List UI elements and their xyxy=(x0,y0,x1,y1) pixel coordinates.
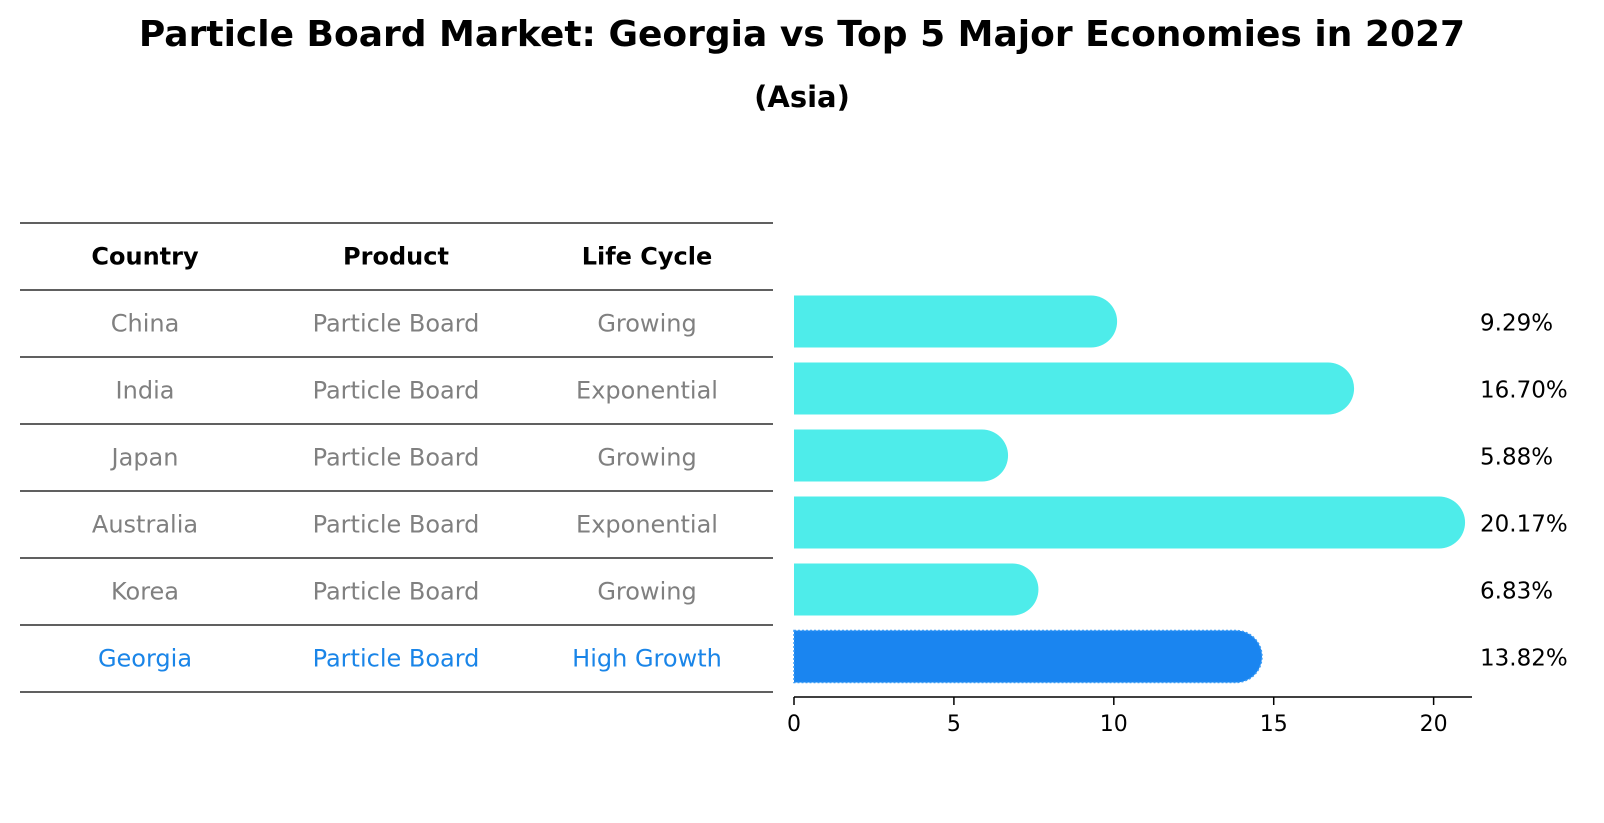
table-cell: Australia xyxy=(92,511,198,539)
x-axis: 0 5 10 15 20 xyxy=(787,696,1472,737)
table-cell: Japan xyxy=(110,444,179,472)
table-header-cell: Product xyxy=(343,243,449,271)
bar-india xyxy=(794,362,1355,415)
value-labels: 9.29% 16.70% 5.88% 20.17% 6.83% 13.82% xyxy=(1480,311,1568,672)
bar-highlight-outline xyxy=(793,629,1263,684)
bar-japan xyxy=(794,429,1009,482)
table-cell: India xyxy=(116,377,175,405)
value-label: 9.29% xyxy=(1480,311,1553,337)
bar-georgia xyxy=(794,630,1262,683)
value-label: 13.82% xyxy=(1480,646,1568,672)
value-label: 6.83% xyxy=(1480,579,1553,605)
table-cell: Particle Board xyxy=(313,310,480,338)
bar-china xyxy=(794,295,1118,348)
table-cell: Particle Board xyxy=(313,444,480,472)
value-label: 20.17% xyxy=(1480,512,1568,538)
x-tick-label: 15 xyxy=(1260,712,1288,737)
bar-korea xyxy=(794,563,1039,616)
table-cell: Exponential xyxy=(576,511,718,539)
data-table: Country Product Life Cycle China Particle Bo… xyxy=(20,222,773,693)
x-tick-label: 20 xyxy=(1420,712,1448,737)
chart-subtitle: (Asia) xyxy=(754,80,850,114)
table-cell: Exponential xyxy=(576,377,718,405)
table-cell: High Growth xyxy=(572,645,722,673)
table-cell: China xyxy=(111,310,180,338)
table-header-cell: Country xyxy=(91,243,199,271)
table-cell: Growing xyxy=(597,310,696,338)
table-cell: Korea xyxy=(111,578,179,606)
table-cell: Particle Board xyxy=(313,377,480,405)
table-cell: Growing xyxy=(597,444,696,472)
value-label: 16.70% xyxy=(1480,378,1568,404)
x-tick-label: 10 xyxy=(1100,712,1128,737)
bar-australia xyxy=(794,496,1466,549)
bar-chart xyxy=(793,295,1466,684)
chart-title: Particle Board Market: Georgia vs Top 5 … xyxy=(138,14,1466,55)
table-header-cell: Life Cycle xyxy=(582,243,713,271)
x-tick-label: 0 xyxy=(787,712,801,737)
table-cell: Particle Board xyxy=(313,645,480,673)
x-tick-label: 5 xyxy=(947,712,961,737)
table-cell: Growing xyxy=(597,578,696,606)
value-label: 5.88% xyxy=(1480,445,1553,471)
table-cell: Particle Board xyxy=(313,578,480,606)
table-cell: Particle Board xyxy=(313,511,480,539)
table-cell: Georgia xyxy=(98,645,192,673)
